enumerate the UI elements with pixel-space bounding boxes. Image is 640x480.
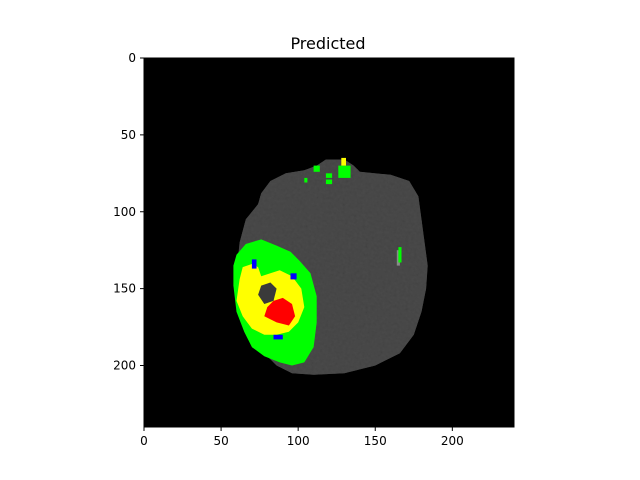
y-tick-label: 200 [113, 359, 136, 373]
x-tick-label: 100 [287, 434, 310, 448]
class-speck-green [398, 247, 402, 263]
y-axis: 0 50 100 150 200 [113, 51, 144, 373]
class-speck-yellow [341, 157, 346, 166]
y-tick-label: 50 [121, 128, 136, 142]
y-tick-label: 150 [113, 282, 136, 296]
class-speck-green [338, 165, 351, 178]
class-speck-green [325, 179, 333, 185]
x-axis: 0 50 100 150 200 [140, 427, 464, 448]
class-speck-green [325, 173, 333, 178]
class-speck-green [313, 165, 320, 172]
x-tick-label: 0 [140, 434, 148, 448]
plot-area [143, 57, 515, 428]
axes-frame [143, 57, 515, 428]
x-tick-label: 50 [213, 434, 228, 448]
class-speck-green [304, 177, 308, 183]
dark-core [258, 282, 277, 304]
x-tick-label: 150 [364, 434, 387, 448]
class-region-red [264, 297, 296, 326]
class-region-blue [251, 259, 257, 269]
chart-title: Predicted [290, 34, 365, 53]
class-region-blue [290, 273, 297, 280]
y-tick-label: 100 [113, 205, 136, 219]
class-region-blue [273, 334, 283, 340]
x-tick-label: 200 [441, 434, 464, 448]
y-tick-label: 0 [128, 51, 136, 65]
segmentation-image [233, 157, 428, 375]
